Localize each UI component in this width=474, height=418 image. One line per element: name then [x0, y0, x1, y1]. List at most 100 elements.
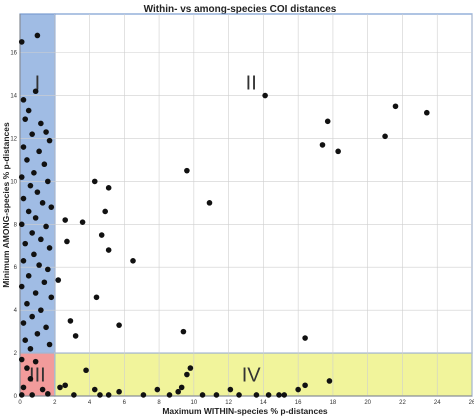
data-point — [24, 157, 30, 163]
data-point — [62, 217, 68, 223]
data-point — [97, 392, 103, 398]
data-points — [18, 32, 430, 398]
data-point — [227, 386, 234, 393]
data-point — [20, 320, 27, 326]
data-point — [36, 148, 42, 155]
data-point — [34, 189, 41, 195]
data-point — [71, 392, 77, 398]
data-point — [105, 185, 112, 191]
x-tick-label: 10 — [191, 400, 198, 406]
data-point — [20, 257, 27, 264]
y-tick-label: 8 — [14, 222, 18, 228]
y-tick-label: 0 — [14, 394, 18, 400]
data-point — [67, 318, 74, 324]
x-tick-label: 18 — [330, 400, 337, 406]
axes — [19, 14, 472, 397]
data-point — [319, 142, 326, 148]
data-point — [295, 386, 301, 393]
data-point — [326, 378, 333, 384]
data-point — [79, 219, 86, 225]
data-point — [102, 208, 108, 215]
data-point — [335, 148, 341, 155]
data-point — [25, 107, 32, 114]
data-point — [166, 392, 173, 398]
x-tick-label: 16 — [295, 400, 302, 406]
data-point — [180, 328, 187, 335]
region-boxes — [19, 13, 473, 397]
data-point — [32, 88, 39, 95]
data-point — [187, 365, 194, 371]
data-point — [24, 300, 30, 307]
data-point — [25, 208, 32, 215]
data-point — [184, 167, 190, 174]
data-point — [392, 103, 399, 110]
data-point — [93, 294, 100, 301]
data-point — [18, 221, 25, 228]
x-tick-label: 4 — [88, 400, 92, 406]
y-tick-label: 2 — [14, 351, 18, 357]
data-point — [32, 358, 39, 365]
x-axis-label: Maximum WITHIN-species % p-distances — [162, 406, 328, 416]
data-point — [20, 144, 27, 150]
data-point — [324, 118, 331, 125]
data-point — [48, 204, 55, 210]
y-tick-label: 6 — [14, 265, 18, 271]
data-point — [27, 182, 34, 189]
data-point — [45, 266, 51, 273]
data-point — [55, 277, 62, 283]
chart-title: Within- vs among-species COI distances — [144, 4, 337, 15]
region-label-iv: IV — [242, 365, 262, 387]
data-point — [18, 283, 25, 290]
data-point — [154, 386, 161, 393]
data-point — [29, 313, 35, 320]
x-tick-label: 26 — [469, 400, 474, 406]
data-point — [64, 238, 70, 245]
data-point — [213, 392, 220, 398]
x-tick-label: 14 — [260, 400, 267, 406]
data-point — [91, 178, 98, 185]
x-tick-label: 12 — [225, 400, 232, 406]
data-point — [38, 120, 44, 127]
data-point — [178, 384, 185, 391]
data-point — [45, 178, 51, 185]
data-point — [29, 392, 35, 398]
data-point — [105, 247, 112, 253]
data-point — [18, 174, 25, 180]
data-point — [22, 337, 29, 344]
data-point — [24, 365, 30, 371]
data-point — [46, 137, 53, 144]
data-point — [41, 279, 48, 286]
y-tick-label: 14 — [10, 94, 17, 100]
data-point — [43, 129, 49, 135]
y-tick-label: 10 — [10, 179, 17, 185]
region-label-i: I — [35, 73, 41, 95]
data-point — [175, 388, 181, 395]
data-point — [140, 392, 147, 398]
x-tick-label: 20 — [364, 400, 371, 406]
data-point — [262, 92, 268, 99]
data-point — [302, 382, 308, 389]
y-tick-label: 4 — [14, 308, 18, 314]
data-point — [206, 200, 213, 206]
data-point — [130, 257, 136, 264]
data-point — [27, 345, 34, 352]
data-point — [31, 251, 37, 258]
data-point — [424, 109, 430, 116]
data-point — [62, 382, 68, 389]
data-point — [41, 161, 48, 168]
data-point — [91, 386, 98, 393]
x-tick-label: 2 — [53, 400, 57, 406]
data-point — [31, 170, 37, 176]
data-point — [48, 294, 55, 301]
x-tick-label: 6 — [123, 400, 127, 406]
data-point — [281, 392, 288, 398]
data-point — [57, 384, 63, 391]
data-point — [32, 215, 39, 221]
data-point — [382, 133, 388, 140]
data-point — [32, 290, 39, 296]
data-point — [18, 39, 25, 45]
data-point — [265, 392, 272, 398]
data-point — [199, 392, 206, 398]
y-tick-label: 12 — [10, 136, 17, 142]
